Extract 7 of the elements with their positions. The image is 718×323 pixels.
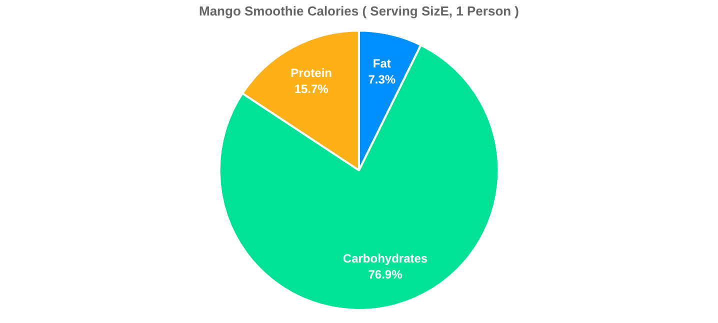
data-label: 7.3% — [368, 72, 396, 87]
chart-title: Mango Smoothie Calories ( Serving SizE, 1 Person ) — [198, 3, 520, 18]
slice-label: Fat — [372, 56, 391, 71]
slice-label: Carbohydrates — [342, 252, 428, 266]
slice-label: Protein — [290, 66, 332, 80]
data-label: 76.9% — [368, 268, 403, 282]
data-label: 15.7% — [294, 82, 329, 96]
